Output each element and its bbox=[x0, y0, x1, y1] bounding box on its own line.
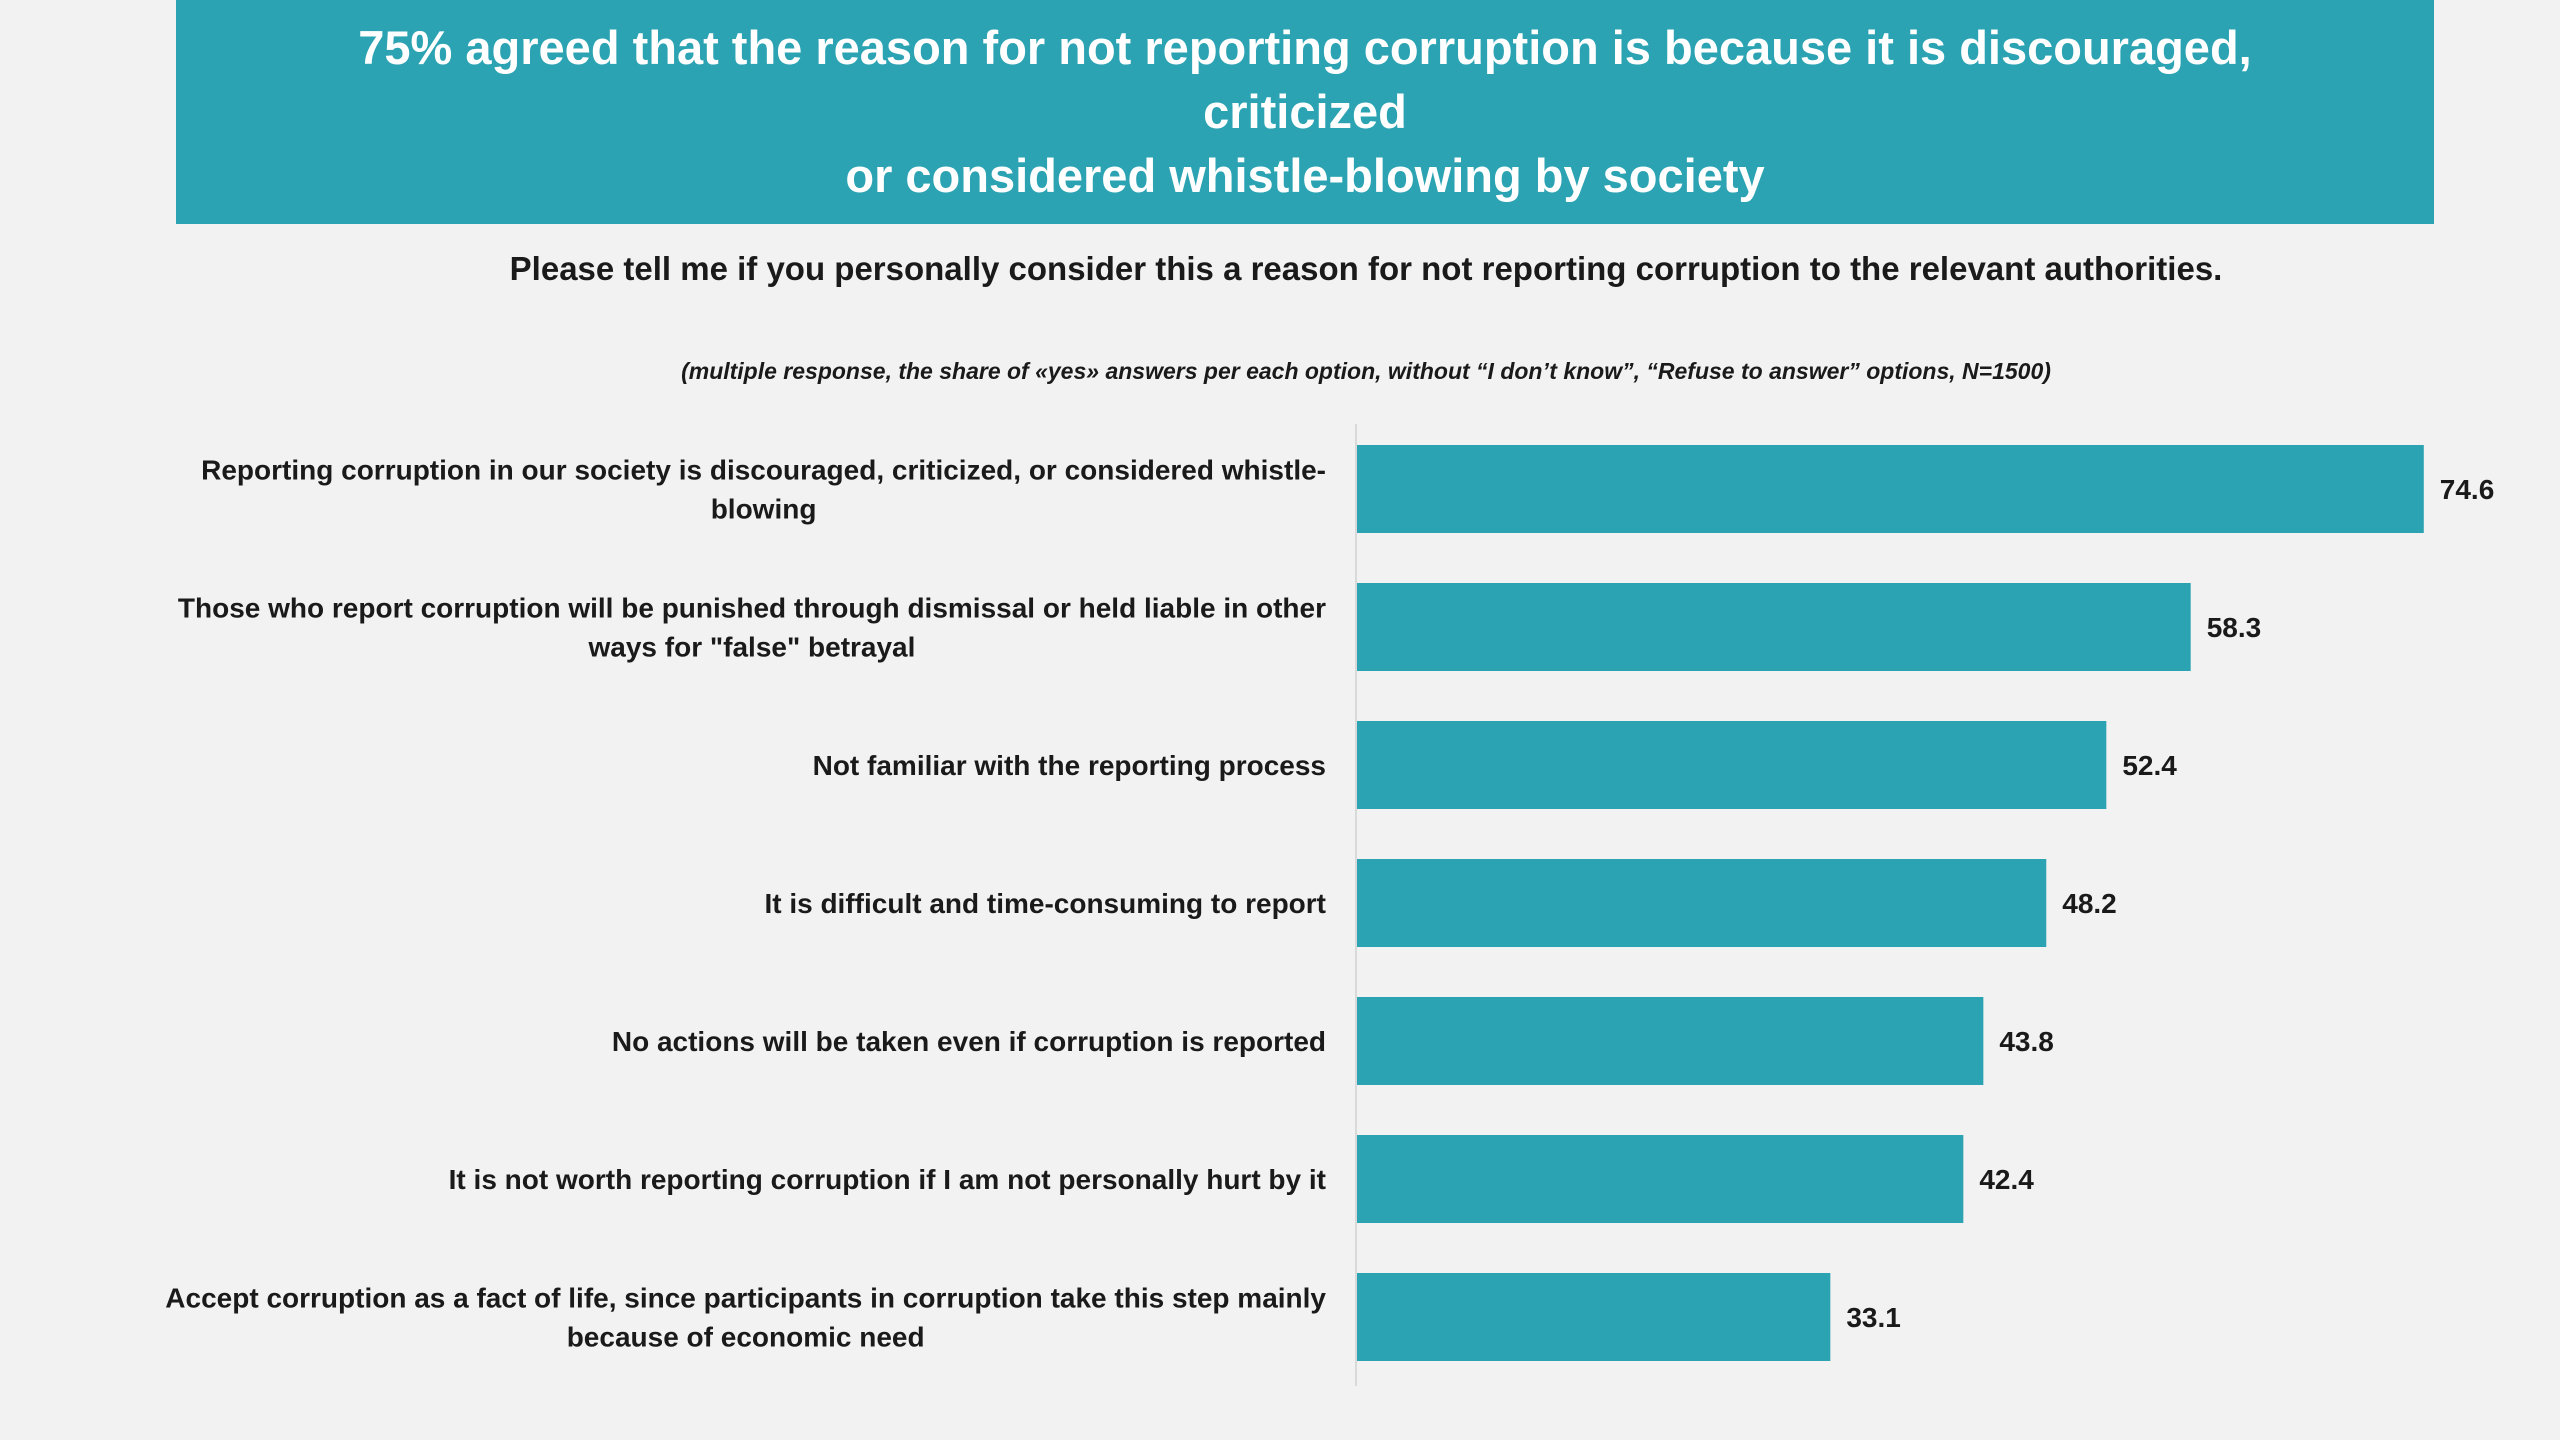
value-label-3: 52.4 bbox=[2122, 750, 2177, 781]
banner-title-line-2: or considered whistle-blowing by society bbox=[845, 149, 1765, 202]
value-label-7: 33.1 bbox=[1846, 1302, 1901, 1333]
category-label-5: No actions will be taken even if corrupt… bbox=[612, 1026, 1326, 1057]
category-label-7: Accept corruption as a fact of life, sin… bbox=[165, 1283, 1326, 1314]
category-label-3: Not familiar with the reporting process bbox=[813, 750, 1326, 781]
bar-7 bbox=[1357, 1273, 1831, 1361]
category-label-7-line-2: because of economic need bbox=[567, 1322, 925, 1353]
bar-1 bbox=[1357, 445, 2424, 533]
survey-note: (multiple response, the share of «yes» a… bbox=[681, 358, 2051, 384]
bar-6 bbox=[1357, 1135, 1964, 1223]
category-label-7-line-1: Accept corruption as a fact of life, sin… bbox=[165, 1283, 1326, 1314]
category-label-1: Reporting corruption in our society is d… bbox=[201, 455, 1326, 486]
survey-question: Please tell me if you personally conside… bbox=[509, 250, 2223, 287]
bar-2 bbox=[1357, 583, 2191, 671]
value-label-4: 48.2 bbox=[2062, 888, 2117, 919]
bar-4 bbox=[1357, 859, 2047, 947]
title-banner: 75% agreed that the reason for not repor… bbox=[176, 0, 2434, 224]
value-label-5: 43.8 bbox=[1999, 1026, 2053, 1057]
category-label-2-line-1: Those who report corruption will be puni… bbox=[178, 593, 1326, 624]
bar-5 bbox=[1357, 997, 1984, 1085]
category-label-2: Those who report corruption will be puni… bbox=[178, 593, 1326, 624]
bars-group: 74.6 Reporting corruption in our society … bbox=[165, 445, 2494, 1361]
category-label-1-line-1: Reporting corruption in our society is d… bbox=[201, 455, 1326, 486]
value-label-1: 74.6 bbox=[2440, 474, 2495, 505]
category-label-4: It is difficult and time-consuming to re… bbox=[764, 888, 1326, 919]
banner-title-line-1: 75% agreed that the reason for not repor… bbox=[358, 21, 2252, 138]
bar-3 bbox=[1357, 721, 2107, 809]
value-label-6: 42.4 bbox=[1979, 1164, 2034, 1195]
category-label-2-line-2: ways for "false" betrayal bbox=[587, 632, 915, 663]
value-label-2: 58.3 bbox=[2207, 612, 2262, 643]
category-label-6: It is not worth reporting corruption if … bbox=[449, 1164, 1326, 1195]
category-label-1-line-2: blowing bbox=[711, 494, 817, 525]
banner-title: 75% agreed that the reason for not repor… bbox=[286, 16, 2324, 208]
